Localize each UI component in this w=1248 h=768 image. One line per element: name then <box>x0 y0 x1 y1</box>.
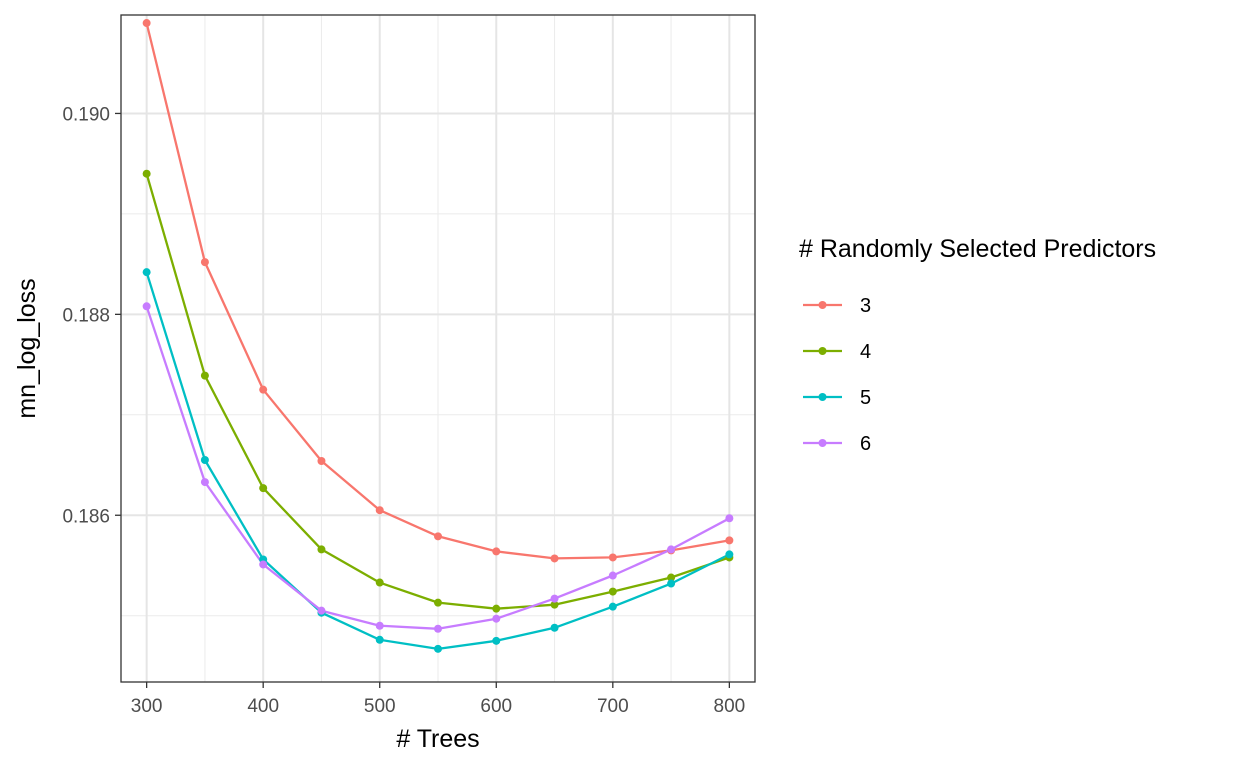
legend: # Randomly Selected Predictors 3 4 5 6 <box>799 235 1156 455</box>
data-point-6 <box>259 560 268 569</box>
data-point-6 <box>667 545 676 554</box>
data-point-4 <box>550 600 559 609</box>
y-tick-label: 0.190 <box>62 104 110 125</box>
y-tick-label: 0.188 <box>62 305 110 326</box>
y-axis: 0.186 0.188 0.190 <box>62 104 121 527</box>
legend-item-3: 3 <box>803 295 871 317</box>
data-point-5 <box>434 644 442 653</box>
x-axis: 300 400 500 600 700 800 <box>131 682 745 717</box>
x-tick-label: 300 <box>131 696 163 717</box>
data-point-3 <box>142 19 151 28</box>
legend-label: 5 <box>860 387 871 409</box>
x-tick-label: 800 <box>714 696 746 717</box>
panel-border <box>120 14 756 683</box>
legend-key-point <box>818 393 827 401</box>
legend-label: 3 <box>860 295 871 317</box>
data-point-3 <box>434 532 442 541</box>
legend-key-point <box>818 301 827 309</box>
data-point-6 <box>550 594 559 603</box>
legend-item-4: 4 <box>803 341 871 363</box>
data-point-3 <box>725 536 734 545</box>
legend-title: # Randomly Selected Predictors <box>799 235 1156 263</box>
data-point-5 <box>375 635 384 644</box>
x-tick-label: 700 <box>597 696 629 717</box>
x-axis-title: # Trees <box>396 725 479 753</box>
y-axis-title: mn_log_loss <box>13 278 41 418</box>
data-point-4 <box>434 598 442 607</box>
data-point-6 <box>434 624 442 633</box>
data-point-4 <box>259 484 268 493</box>
x-tick-label: 600 <box>480 696 512 717</box>
data-point-4 <box>317 545 326 554</box>
x-tick-label: 500 <box>364 696 396 717</box>
gridlines <box>121 15 755 682</box>
data-point-5 <box>142 268 151 277</box>
data-point-3 <box>200 258 209 267</box>
data-point-5 <box>550 623 559 632</box>
legend-label: 4 <box>860 341 871 363</box>
data-point-4 <box>200 371 209 380</box>
data-point-4 <box>608 587 617 596</box>
series-points <box>142 19 734 653</box>
data-point-3 <box>259 385 268 394</box>
data-point-3 <box>317 457 326 466</box>
data-point-5 <box>492 636 501 645</box>
data-point-4 <box>375 578 384 587</box>
data-point-6 <box>608 571 617 580</box>
data-point-6 <box>142 302 151 311</box>
legend-item-5: 5 <box>803 387 871 409</box>
data-point-4 <box>492 604 501 613</box>
y-tick-label: 0.186 <box>62 506 110 527</box>
data-point-6 <box>200 478 209 487</box>
data-point-3 <box>550 554 559 563</box>
legend-item-6: 6 <box>803 433 871 455</box>
legend-label: 6 <box>860 433 871 455</box>
data-point-6 <box>492 614 501 623</box>
data-point-5 <box>200 456 209 465</box>
data-point-6 <box>375 621 384 630</box>
data-point-4 <box>142 169 151 178</box>
data-point-6 <box>725 514 734 523</box>
data-point-6 <box>317 606 326 615</box>
data-point-3 <box>492 547 501 556</box>
data-point-5 <box>725 550 734 559</box>
legend-key-point <box>818 439 827 447</box>
x-tick-label: 400 <box>247 696 279 717</box>
legend-key-point <box>818 347 827 355</box>
data-point-4 <box>667 573 676 582</box>
data-point-5 <box>667 579 676 588</box>
data-point-3 <box>608 553 617 562</box>
data-point-5 <box>608 602 617 611</box>
data-point-3 <box>375 506 384 515</box>
